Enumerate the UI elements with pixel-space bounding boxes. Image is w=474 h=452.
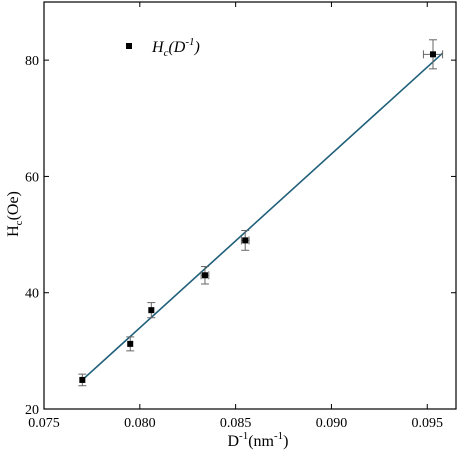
legend-marker	[126, 43, 132, 49]
legend-label: Hc(D-1)	[151, 36, 200, 59]
data-point	[430, 51, 437, 58]
x-tick-label: 0.095	[412, 416, 444, 431]
plot-frame	[43, 1, 457, 410]
y-tick-label: 20	[25, 403, 39, 418]
x-tick-label: 0.080	[124, 416, 156, 431]
y-tick-label: 60	[25, 170, 39, 185]
x-tick-label: 0.090	[316, 416, 348, 431]
data-point	[127, 340, 134, 347]
x-tick-label: 0.075	[28, 416, 60, 431]
x-axis-title: D-1(nm-1)	[227, 430, 288, 450]
data-point	[148, 307, 155, 314]
y-axis-title: Hc(Oe)	[5, 191, 25, 237]
data-point	[79, 376, 86, 383]
data-point	[201, 272, 208, 279]
y-tick-label: 80	[25, 54, 39, 69]
y-tick-label: 40	[25, 287, 39, 302]
data-point	[242, 237, 249, 244]
x-tick-label: 0.085	[220, 416, 252, 431]
fit-line	[81, 52, 444, 381]
